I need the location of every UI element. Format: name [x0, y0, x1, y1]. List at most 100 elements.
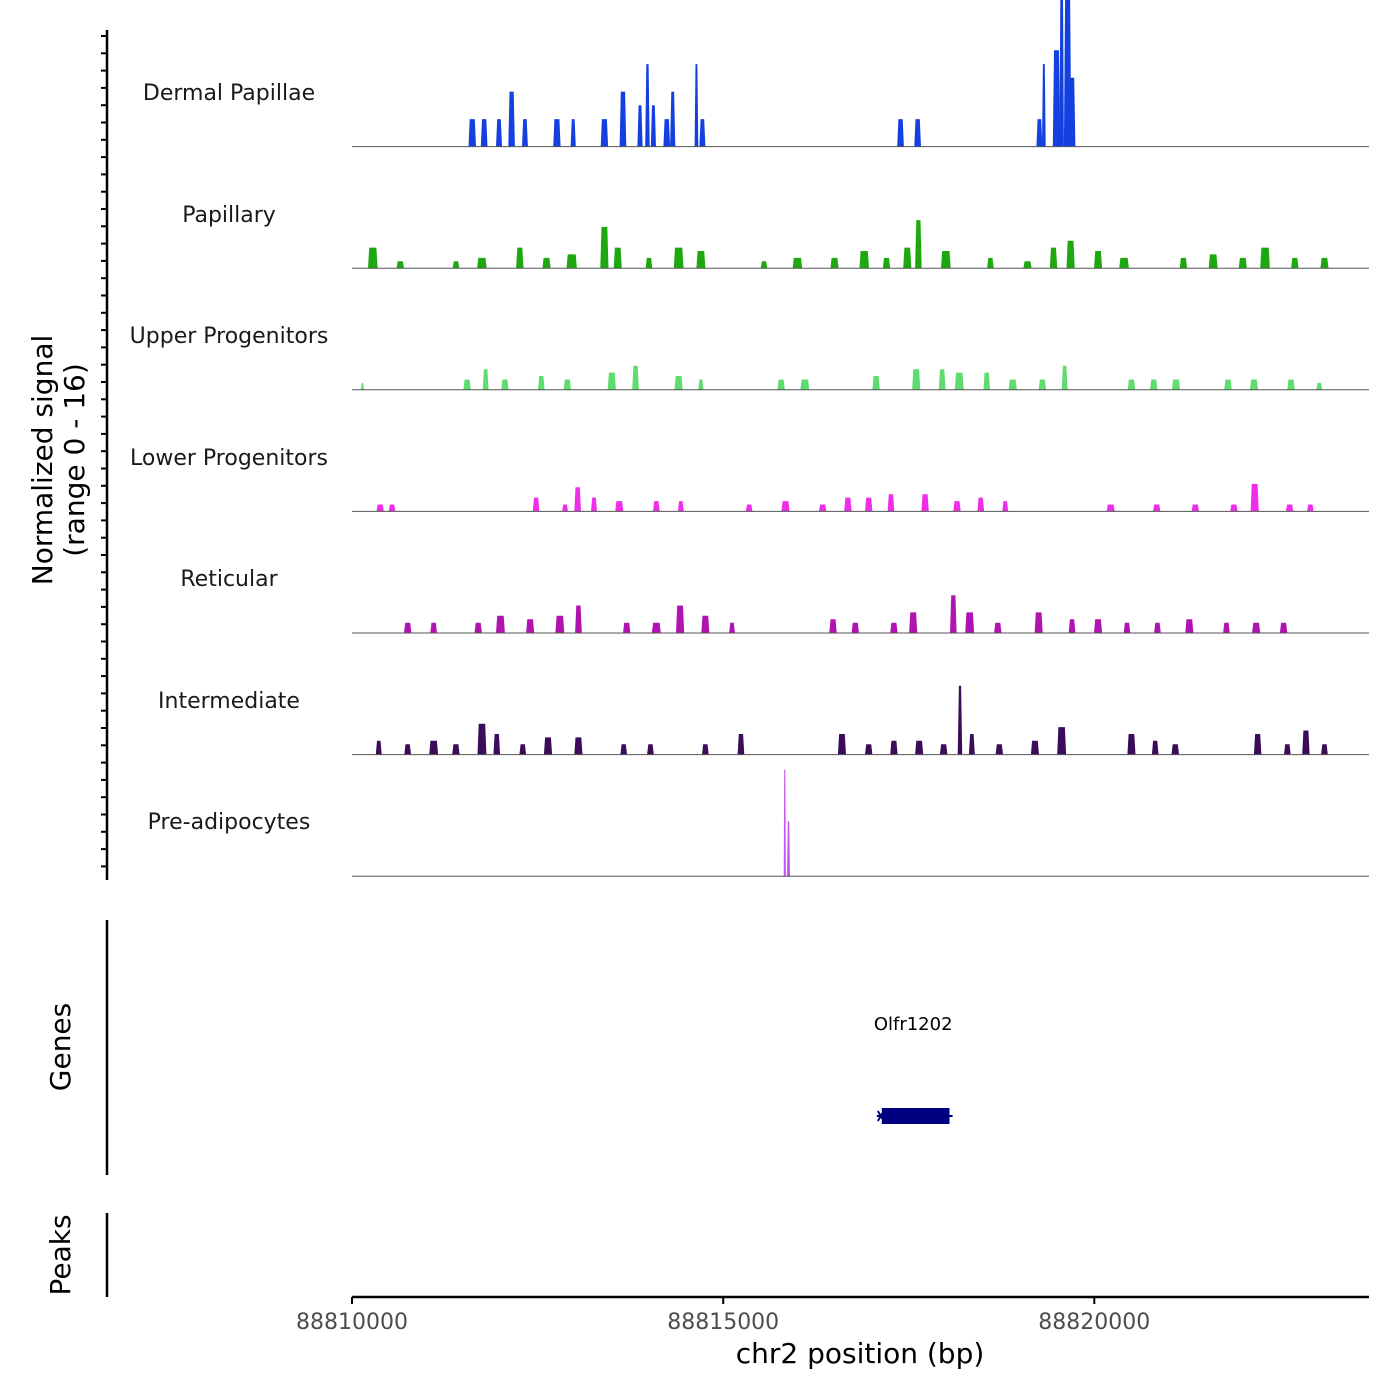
coverage-peak: [482, 369, 489, 390]
track-label-upper-progenitors: Upper Progenitors: [130, 324, 329, 349]
coverage-peak: [1249, 379, 1258, 390]
coverage-peak: [543, 737, 553, 755]
coverage-peak: [909, 612, 918, 633]
coverage-peak: [792, 257, 803, 269]
coverage-peak: [968, 734, 975, 755]
x-axis-tick-label: 88820000: [1038, 1310, 1150, 1335]
peaks-track-title: Peaks: [44, 1214, 77, 1295]
coverage-peak: [872, 376, 880, 390]
coverage-peak: [477, 257, 487, 269]
coverage-peak: [1316, 382, 1323, 390]
coverage-peak: [474, 622, 482, 633]
coverage-peak: [787, 821, 790, 877]
coverage-peak: [477, 723, 487, 755]
coverage-peak: [1223, 622, 1230, 633]
coverage-peak: [570, 119, 576, 147]
coverage-peak: [1250, 483, 1259, 512]
coverage-peak: [368, 247, 378, 269]
coverage-peak: [404, 744, 411, 755]
coverage-peak: [1034, 612, 1043, 633]
coverage-peak: [844, 497, 852, 512]
coverage-peak: [912, 369, 921, 390]
x-axis-tick-label: 88810000: [296, 1310, 408, 1335]
coverage-peak: [699, 119, 706, 147]
coverage-peak: [1036, 119, 1043, 147]
coverage-peak: [1030, 740, 1039, 755]
coverage-peak: [653, 501, 660, 512]
coverage-peak: [897, 119, 904, 147]
coverage-peak: [677, 501, 684, 512]
coverage-peak: [837, 734, 846, 755]
coverage-peak: [957, 685, 963, 755]
track-label-reticular: Reticular: [180, 567, 278, 592]
coverage-peak: [1002, 501, 1009, 512]
coverage-peak: [670, 91, 676, 147]
coverage-peak: [777, 379, 785, 390]
coverage-peak: [1302, 730, 1310, 755]
coverage-peak: [632, 365, 639, 390]
coverage-peak: [1191, 504, 1199, 512]
coverage-peak: [1052, 50, 1061, 147]
coverage-peak: [1059, 0, 1064, 147]
coverage-peak: [574, 487, 581, 512]
coverage-peak: [496, 615, 505, 633]
coverage-peak: [637, 105, 643, 147]
coverage-peak: [903, 247, 912, 269]
coverage-peak: [496, 119, 502, 147]
coverage-peak: [650, 105, 656, 147]
coverage-peak: [865, 497, 873, 512]
y-axis-title-line2: (range 0 - 16): [58, 363, 91, 557]
coverage-peak: [1038, 379, 1047, 390]
coverage-peak: [1285, 504, 1294, 512]
coverage-peak: [1150, 379, 1158, 390]
coverage-peak: [555, 615, 565, 633]
coverage-peak: [914, 119, 921, 147]
coverage-peak: [865, 744, 873, 755]
coverage-peak: [818, 504, 827, 512]
coverage-peak: [562, 504, 568, 512]
coverage-peak: [600, 226, 609, 269]
coverage-peak: [1068, 619, 1076, 633]
coverage-peak: [676, 605, 685, 633]
coverage-peak: [830, 257, 839, 269]
coverage-peak: [995, 744, 1003, 755]
coverage-peak: [1185, 619, 1194, 633]
coverage-peak: [620, 744, 627, 755]
coverage-peak: [829, 619, 837, 633]
coverage-peak: [674, 376, 683, 390]
coverage-peak: [1068, 77, 1076, 147]
coverage-peak: [1042, 64, 1046, 147]
coverage-peak: [994, 622, 1002, 633]
coverage-peak: [1224, 379, 1232, 390]
coverage-tracks: [352, 0, 1369, 877]
gene-label: Olfr1202: [874, 1014, 953, 1035]
coverage-peak: [921, 494, 929, 512]
coverage-peak: [781, 501, 790, 512]
coverage-peak: [938, 369, 946, 390]
coverage-peak: [1171, 379, 1181, 390]
coverage-peak: [532, 497, 540, 512]
coverage-peak: [1153, 504, 1161, 512]
track-label-lower-progenitors: Lower Progenitors: [130, 446, 328, 471]
coverage-peak: [950, 595, 957, 633]
coverage-peak: [965, 612, 975, 633]
coverage-peak: [1127, 379, 1136, 390]
coverage-peak: [696, 251, 706, 269]
coverage-peak: [452, 744, 460, 755]
coverage-peak: [1119, 257, 1129, 269]
track-reticular: [352, 595, 1369, 634]
coverage-peak: [526, 619, 535, 633]
coverage-peak: [1291, 257, 1299, 269]
coverage-peak: [890, 622, 898, 633]
coverage-peak: [607, 372, 616, 390]
coverage-peak: [1179, 257, 1188, 269]
coverage-peak: [800, 379, 810, 390]
coverage-peak: [375, 740, 382, 755]
y-axis-title-line1: Normalized signal: [26, 335, 59, 586]
x-axis-title: chr2 position (bp): [736, 1337, 985, 1370]
coverage-peak: [542, 257, 551, 269]
coverage-peak: [1154, 622, 1161, 633]
coverage-peak: [1287, 379, 1295, 390]
coverage-peak: [574, 737, 583, 755]
